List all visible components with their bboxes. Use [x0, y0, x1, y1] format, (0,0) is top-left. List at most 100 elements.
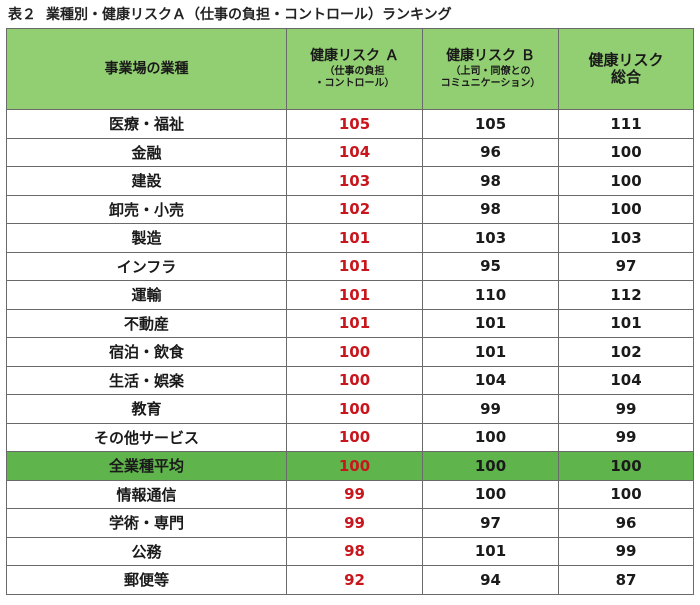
header-industry: 事業場の業種 [6, 28, 287, 110]
total-cell: 99 [558, 422, 694, 452]
industry-cell: 教育 [6, 394, 287, 424]
caption-number: 表２ [8, 7, 36, 23]
industry-cell: インフラ [6, 251, 287, 281]
risk-b-cell: 101 [422, 536, 559, 566]
risk-a-cell: 101 [286, 280, 423, 310]
industry-cell: 運輸 [6, 280, 287, 310]
header-risk-a-sub2: ・コントロール） [314, 78, 395, 90]
industry-risk-table: 事業場の業種 健康リスク Ａ （仕事の負担 ・コントロール） 健康リスク Ｂ （… [6, 28, 694, 595]
table-row: 郵便等 92 94 87 [6, 565, 694, 595]
risk-b-cell: 101 [422, 308, 559, 338]
industry-cell: 建設 [6, 166, 287, 196]
industry-cell: 情報通信 [6, 479, 287, 509]
total-cell: 97 [558, 251, 694, 281]
industry-cell: 金融 [6, 137, 287, 167]
risk-a-cell: 99 [286, 508, 423, 538]
header-risk-b-sub1: （上司・同僚との [450, 65, 531, 77]
total-cell: 100 [558, 166, 694, 196]
table-row: 製造 101 103 103 [6, 223, 694, 253]
risk-a-cell: 100 [286, 337, 423, 367]
table-row: 医療・福祉 105 105 111 [6, 109, 694, 139]
risk-b-cell: 97 [422, 508, 559, 538]
total-cell: 102 [558, 337, 694, 367]
total-cell: 100 [558, 451, 694, 481]
header-risk-a: 健康リスク Ａ （仕事の負担 ・コントロール） [286, 28, 423, 110]
risk-b-cell: 103 [422, 223, 559, 253]
industry-cell: 郵便等 [6, 565, 287, 595]
table-row: 卸売・小売 102 98 100 [6, 194, 694, 224]
risk-b-cell: 99 [422, 394, 559, 424]
industry-cell: 不動産 [6, 308, 287, 338]
risk-a-cell: 102 [286, 194, 423, 224]
industry-cell: 公務 [6, 536, 287, 566]
header-risk-a-sub1: （仕事の負担 [324, 65, 385, 77]
table-row: 運輸 101 110 112 [6, 280, 694, 310]
risk-a-cell: 100 [286, 422, 423, 452]
header-risk-a-label: 健康リスク Ａ [310, 48, 399, 65]
risk-b-cell: 101 [422, 337, 559, 367]
risk-a-cell: 100 [286, 394, 423, 424]
header-risk-b-sub2: コミュニケーション） [440, 78, 541, 90]
total-cell: 104 [558, 365, 694, 395]
table-row: 公務 98 101 99 [6, 536, 694, 566]
risk-b-cell: 110 [422, 280, 559, 310]
table-row: その他サービス 100 100 99 [6, 422, 694, 452]
risk-b-cell: 96 [422, 137, 559, 167]
risk-a-cell: 100 [286, 365, 423, 395]
industry-cell: 全業種平均 [6, 451, 287, 481]
risk-b-cell: 104 [422, 365, 559, 395]
table-row: 不動産 101 101 101 [6, 308, 694, 338]
risk-a-cell: 101 [286, 251, 423, 281]
risk-a-cell: 103 [286, 166, 423, 196]
total-cell: 100 [558, 479, 694, 509]
industry-cell: 医療・福祉 [6, 109, 287, 139]
header-row: 事業場の業種 健康リスク Ａ （仕事の負担 ・コントロール） 健康リスク Ｂ （… [6, 28, 694, 110]
risk-b-cell: 100 [422, 451, 559, 481]
table-row: 学術・専門 99 97 96 [6, 508, 694, 538]
total-cell: 87 [558, 565, 694, 595]
header-risk-b: 健康リスク Ｂ （上司・同僚との コミュニケーション） [422, 28, 559, 110]
industry-cell: 学術・専門 [6, 508, 287, 538]
total-cell: 96 [558, 508, 694, 538]
risk-a-cell: 99 [286, 479, 423, 509]
risk-b-cell: 98 [422, 166, 559, 196]
risk-a-cell: 104 [286, 137, 423, 167]
risk-b-cell: 100 [422, 422, 559, 452]
industry-cell: その他サービス [6, 422, 287, 452]
header-total-label-1: 健康リスク [588, 50, 664, 69]
industry-cell: 卸売・小売 [6, 194, 287, 224]
total-cell: 99 [558, 394, 694, 424]
total-cell: 111 [558, 109, 694, 139]
total-cell: 112 [558, 280, 694, 310]
risk-b-cell: 105 [422, 109, 559, 139]
average-row: 全業種平均 100 100 100 [6, 451, 694, 481]
table-row: 金融 104 96 100 [6, 137, 694, 167]
header-industry-label: 事業場の業種 [104, 60, 189, 77]
risk-b-cell: 94 [422, 565, 559, 595]
risk-b-cell: 95 [422, 251, 559, 281]
table-row: 宿泊・飲食 100 101 102 [6, 337, 694, 367]
industry-cell: 生活・娯楽 [6, 365, 287, 395]
caption-title: 業種別・健康リスクＡ（仕事の負担・コントロール）ランキング [46, 7, 452, 23]
risk-a-cell: 105 [286, 109, 423, 139]
table-row: 生活・娯楽 100 104 104 [6, 365, 694, 395]
table-row: 情報通信 99 100 100 [6, 479, 694, 509]
risk-b-cell: 98 [422, 194, 559, 224]
risk-a-cell: 98 [286, 536, 423, 566]
industry-cell: 製造 [6, 223, 287, 253]
table-caption: 表２ 業種別・健康リスクＡ（仕事の負担・コントロール）ランキング [8, 4, 452, 24]
total-cell: 99 [558, 536, 694, 566]
risk-a-cell: 101 [286, 308, 423, 338]
total-cell: 100 [558, 194, 694, 224]
table-row: インフラ 101 95 97 [6, 251, 694, 281]
industry-cell: 宿泊・飲食 [6, 337, 287, 367]
risk-b-cell: 100 [422, 479, 559, 509]
header-risk-b-label: 健康リスク Ｂ [446, 48, 535, 65]
header-total-label-2: 総合 [610, 68, 641, 86]
risk-a-cell: 101 [286, 223, 423, 253]
table-row: 教育 100 99 99 [6, 394, 694, 424]
risk-a-cell: 100 [286, 451, 423, 481]
table-row: 建設 103 98 100 [6, 166, 694, 196]
header-total: 健康リスク 総合 [558, 28, 694, 110]
total-cell: 103 [558, 223, 694, 253]
